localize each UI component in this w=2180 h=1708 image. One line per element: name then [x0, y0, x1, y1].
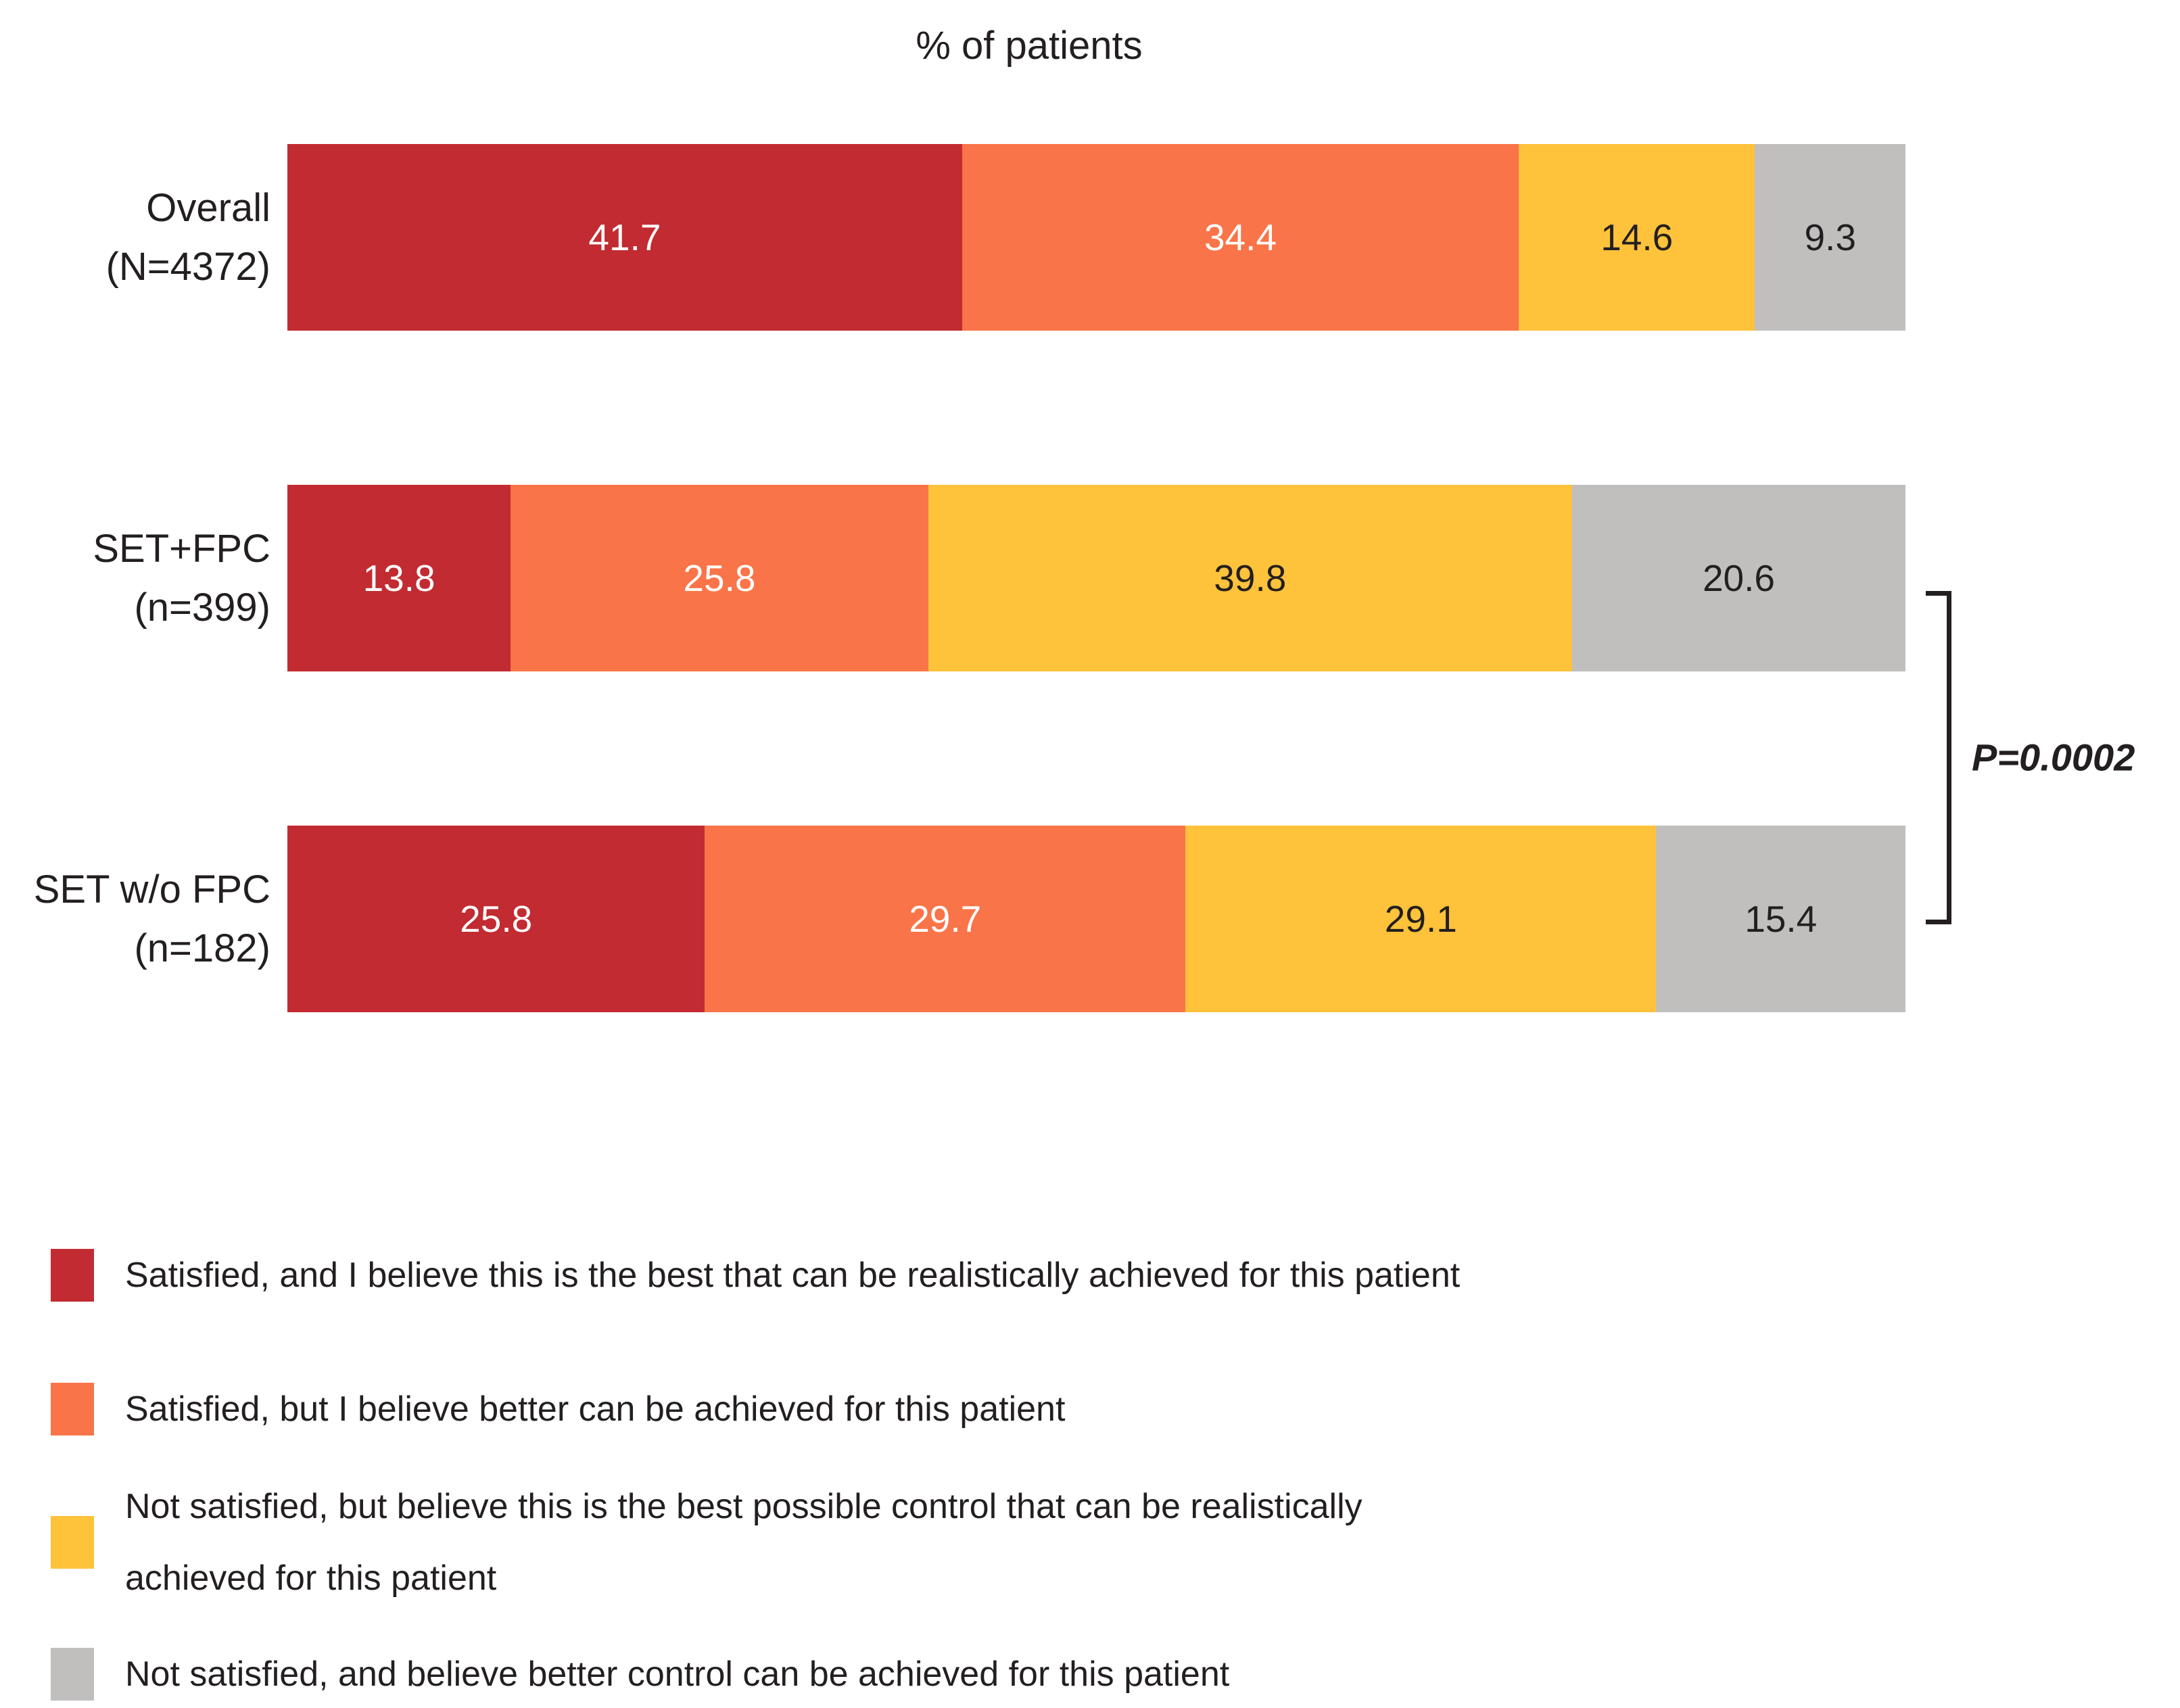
category-label-line: SET w/o FPC [33, 868, 270, 911]
legend-swatch [51, 1648, 94, 1701]
bar-segment: 25.8 [287, 826, 705, 1012]
chart-row: Overall (N=4372) 41.7 34.4 14.6 9.3 [0, 144, 1905, 331]
segment-value-label: 34.4 [1204, 216, 1277, 258]
legend-label-line: Satisfied, and I believe this is the bes… [125, 1255, 1461, 1295]
category-label: SET+FPC (n=399) [0, 485, 270, 671]
bar-segment: 29.1 [1185, 826, 1657, 1012]
segment-value-label: 25.8 [460, 898, 533, 940]
segment-value-label: 25.8 [683, 557, 756, 599]
chart-row: SET+FPC (n=399) 13.8 25.8 39.8 20.6 [0, 485, 1905, 671]
legend-item: Not satisfied, and believe better contro… [51, 1647, 1229, 1701]
legend-label: Not satisfied, and believe better contro… [125, 1638, 1229, 1708]
comparison-bracket [1926, 591, 1951, 924]
category-label-line: (n=182) [134, 926, 270, 970]
stacked-bar: 41.7 34.4 14.6 9.3 [287, 144, 1905, 331]
segment-value-label: 29.7 [909, 898, 982, 940]
legend-label: Satisfied, and I believe this is the bes… [125, 1239, 1460, 1311]
segment-value-label: 20.6 [1702, 557, 1776, 599]
bar-segment: 20.6 [1572, 485, 1905, 671]
category-label-line: (n=399) [134, 586, 270, 630]
segment-value-label: 15.4 [1745, 898, 1818, 940]
legend-swatch [51, 1516, 94, 1569]
legend-label-line: Satisfied, but I believe better can be a… [125, 1389, 1066, 1429]
legend-label: Not satisfied, but believe this is the b… [125, 1471, 1362, 1614]
legend-label: Satisfied, but I believe better can be a… [125, 1373, 1065, 1445]
legend-item: Not satisfied, but believe this is the b… [51, 1478, 1362, 1607]
chart-row: SET w/o FPC (n=182) 25.8 29.7 29.1 15.4 [0, 826, 1905, 1012]
segment-value-label: 41.7 [588, 216, 661, 258]
legend-swatch [51, 1249, 94, 1302]
category-label: Overall (N=4372) [0, 144, 270, 331]
segment-value-label: 39.8 [1214, 557, 1287, 599]
bar-segment: 14.6 [1519, 144, 1755, 331]
bar-segment: 13.8 [287, 485, 511, 671]
segment-value-label: 13.8 [362, 557, 435, 599]
segment-value-label: 14.6 [1601, 216, 1674, 258]
bar-segment: 15.4 [1656, 826, 1905, 1012]
legend-label-line: Not satisfied, but believe this is the b… [125, 1486, 1362, 1526]
legend-item: Satisfied, but I believe better can be a… [51, 1382, 1065, 1436]
bar-segment: 25.8 [511, 485, 928, 671]
chart-title: % of patients [916, 24, 1143, 68]
stacked-bar: 25.8 29.7 29.1 15.4 [287, 826, 1905, 1012]
p-value-label: P=0.0002 [1972, 736, 2135, 779]
segment-value-label: 9.3 [1804, 216, 1856, 258]
category-label-line: SET+FPC [93, 527, 270, 571]
stacked-bar: 13.8 25.8 39.8 20.6 [287, 485, 1905, 671]
bar-segment: 29.7 [705, 826, 1186, 1012]
legend-label-line: Not satisfied, and believe better contro… [125, 1654, 1230, 1694]
bar-segment: 34.4 [962, 144, 1519, 331]
legend-item: Satisfied, and I believe this is the bes… [51, 1248, 1460, 1302]
bar-segment: 41.7 [287, 144, 962, 331]
legend-swatch [51, 1383, 94, 1436]
bar-segment: 9.3 [1755, 144, 1905, 331]
category-label: SET w/o FPC (n=182) [0, 826, 270, 1012]
segment-value-label: 29.1 [1384, 898, 1457, 940]
category-label-line: (N=4372) [105, 245, 270, 289]
bar-segment: 39.8 [928, 485, 1573, 671]
legend-label-line: achieved for this patient [125, 1559, 497, 1598]
category-label-line: Overall [146, 186, 270, 230]
